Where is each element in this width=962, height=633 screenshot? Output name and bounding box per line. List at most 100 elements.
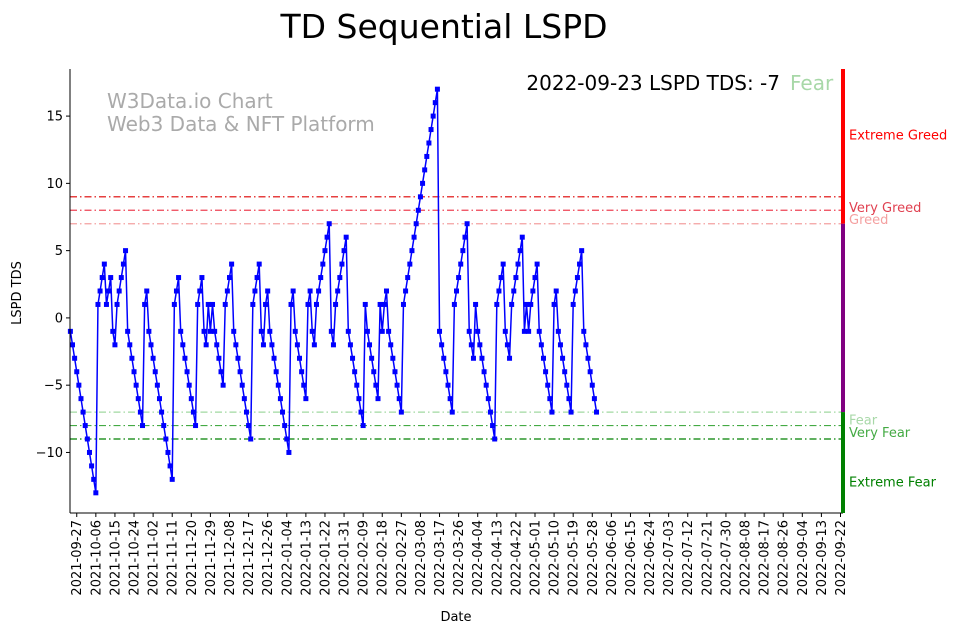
data-point-226	[547, 396, 553, 402]
x-tick-label: 2021-11-29	[204, 520, 219, 596]
data-point-170	[428, 127, 434, 133]
x-tick-label: 2022-01-13	[299, 520, 314, 596]
data-point-151	[388, 342, 394, 348]
data-point-210	[513, 275, 519, 281]
x-tick-label: 2022-04-22	[509, 520, 524, 596]
x-tick-label: 2022-02-09	[357, 520, 372, 596]
data-point-153	[392, 369, 398, 375]
data-point-185	[460, 248, 466, 254]
data-point-65	[205, 301, 211, 307]
x-tick-label: 2021-10-15	[108, 520, 123, 596]
data-point-45	[163, 436, 169, 442]
data-point-23	[116, 288, 122, 294]
data-point-99	[277, 396, 283, 402]
data-point-232	[560, 355, 566, 361]
sentiment-bar-segment-2	[841, 412, 845, 513]
x-tick-label: 2021-11-02	[147, 520, 162, 596]
status-text: 2022-09-23 LSPD TDS: -7	[526, 71, 780, 95]
x-tick-label: 2021-10-24	[128, 520, 143, 596]
x-tick-label: 2021-12-17	[242, 520, 257, 596]
data-point-41	[154, 382, 160, 388]
x-tick-label: 2021-12-08	[223, 520, 238, 596]
data-point-129	[341, 248, 347, 254]
y-tick-label: 15	[46, 110, 63, 125]
data-point-235	[566, 396, 572, 402]
data-point-40	[152, 369, 158, 375]
data-point-88	[254, 275, 260, 281]
data-point-245	[587, 369, 593, 375]
x-tick-label: 2022-08-17	[758, 520, 773, 596]
data-point-239	[574, 275, 580, 281]
data-point-42	[156, 396, 162, 402]
data-point-48	[169, 476, 175, 482]
y-tick-label: 10	[46, 177, 63, 192]
data-point-221	[536, 328, 542, 334]
data-point-111	[303, 396, 309, 402]
data-point-32	[135, 396, 141, 402]
x-tick-label: 2022-09-04	[796, 520, 811, 596]
data-point-78	[233, 342, 239, 348]
data-point-191	[473, 301, 479, 307]
data-point-162	[411, 234, 417, 240]
data-point-102	[284, 436, 290, 442]
data-point-17	[103, 301, 109, 307]
data-point-158	[403, 288, 409, 294]
data-point-213	[519, 234, 525, 240]
data-point-36	[144, 288, 150, 294]
data-point-72	[220, 382, 226, 388]
x-tick-label: 2022-03-08	[414, 520, 429, 596]
data-point-159	[405, 275, 411, 281]
data-point-28	[127, 342, 133, 348]
x-tick-label: 2022-08-26	[777, 520, 792, 596]
y-tick-label: −5	[44, 379, 63, 394]
data-point-12	[93, 490, 99, 496]
y-tick-label: −10	[36, 446, 63, 461]
data-point-51	[176, 275, 182, 281]
data-point-132	[347, 342, 353, 348]
data-point-231	[557, 342, 563, 348]
data-point-218	[530, 288, 536, 294]
data-point-196	[483, 382, 489, 388]
data-point-84	[246, 423, 252, 429]
data-point-35	[142, 301, 148, 307]
sentiment-bar-segment-1	[841, 223, 845, 413]
data-point-144	[373, 382, 379, 388]
data-point-236	[568, 409, 574, 415]
data-point-198	[487, 409, 493, 415]
zone-label-5: Extreme Fear	[849, 476, 937, 491]
data-point-110	[301, 382, 307, 388]
data-point-208	[509, 301, 515, 307]
data-point-50	[173, 288, 179, 294]
data-point-248	[594, 409, 600, 415]
data-point-89	[256, 261, 262, 267]
data-point-13	[95, 301, 101, 307]
data-point-243	[583, 342, 589, 348]
x-tick-label: 2022-05-28	[586, 520, 601, 596]
data-point-197	[485, 396, 491, 402]
data-point-134	[352, 369, 358, 375]
data-point-187	[464, 221, 470, 227]
x-tick-label: 2022-09-22	[834, 520, 849, 596]
data-point-167	[422, 167, 428, 173]
data-point-194	[479, 355, 485, 361]
x-tick-label: 2022-02-18	[376, 520, 391, 596]
x-tick-label: 2022-07-12	[681, 520, 696, 596]
data-point-26	[123, 248, 129, 254]
data-point-207	[507, 355, 513, 361]
data-point-215	[524, 301, 530, 307]
data-point-118	[318, 275, 324, 281]
x-axis-label: Date	[440, 610, 471, 625]
data-point-222	[538, 342, 544, 348]
data-point-64	[203, 342, 209, 348]
data-point-195	[481, 369, 487, 375]
data-point-112	[305, 301, 311, 307]
data-point-74	[224, 288, 230, 294]
watermark-line-2: Web3 Data & NFT Platform	[107, 112, 375, 136]
data-point-234	[564, 382, 570, 388]
data-point-117	[316, 288, 322, 294]
x-tick-label: 2022-01-22	[318, 520, 333, 596]
data-point-184	[458, 261, 464, 267]
x-tick-label: 2022-07-03	[662, 520, 677, 596]
data-point-108	[297, 355, 303, 361]
data-point-122	[326, 221, 332, 227]
